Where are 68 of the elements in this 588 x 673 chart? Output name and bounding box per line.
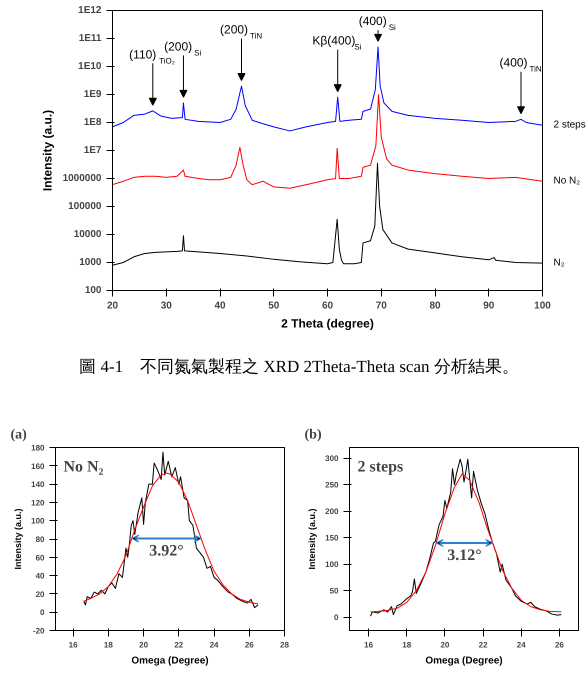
- x-tick-label: 24: [210, 640, 220, 650]
- y-tick-label: 100000: [68, 201, 102, 212]
- x-tick-label: 100: [534, 300, 552, 312]
- y-tick-label: 10000: [74, 229, 102, 240]
- x-tick-label: 30: [160, 300, 172, 312]
- series-label: 2 steps: [554, 120, 586, 131]
- y-tick-label: 180: [31, 444, 46, 452]
- y-axis-title: Intensity (a.u.): [307, 508, 318, 570]
- text: (b): [304, 428, 322, 442]
- x-tick-label: 20: [106, 300, 118, 312]
- y-tick-label: -20: [32, 626, 46, 636]
- x-tick-label: 28: [280, 640, 290, 650]
- y-tick-label: 1E9: [84, 89, 102, 100]
- y-tick-label: 100: [84, 285, 102, 296]
- y-tick-label: 20: [36, 590, 46, 599]
- y-tick-label: 140: [31, 480, 46, 490]
- caption: 圖 4-1 不同氮氣製程之 XRD 2Theta-Theta scan 分析結果。: [79, 356, 519, 378]
- annotation: 3.12°: [447, 546, 482, 564]
- annotation: 3.92°: [149, 542, 184, 560]
- x-axis-title: Omega (Degree): [131, 656, 209, 666]
- line-series: [83, 452, 259, 608]
- series-label: No N₂: [554, 176, 580, 187]
- x-tick-label: 22: [478, 640, 488, 650]
- x-tick-label: 20: [440, 640, 450, 650]
- y-tick-label: 300: [325, 454, 340, 464]
- y-tick-label: 60: [36, 553, 46, 562]
- x-tick-label: 24: [516, 640, 526, 650]
- x-tick-label: 16: [364, 640, 374, 650]
- x-tick-label: 90: [483, 300, 495, 312]
- y-tick-label: 120: [31, 498, 46, 508]
- x-tick-label: 40: [214, 300, 226, 312]
- x-tick-label: 70: [376, 300, 388, 312]
- x-tick-label: 50: [268, 300, 280, 312]
- y-tick-label: 0: [334, 613, 340, 622]
- x-tick-label: 16: [68, 640, 78, 650]
- line-series: [112, 94, 542, 189]
- y-tick-label: 100: [31, 516, 46, 526]
- x-tick-label: 26: [554, 640, 564, 650]
- y-axis-title: Intensity (a.u.): [13, 508, 24, 570]
- y-tick-label: 100: [325, 560, 340, 570]
- x-tick-label: 18: [104, 640, 114, 650]
- x-tick-label: 22: [174, 640, 184, 650]
- y-tick-label: 50: [330, 586, 340, 596]
- y-tick-label: 1E10: [78, 61, 102, 72]
- x-tick-label: 18: [402, 640, 412, 650]
- y-tick-label: 1000000: [62, 173, 102, 184]
- y-tick-label: 160: [31, 462, 46, 471]
- x-tick-label: 20: [139, 640, 149, 650]
- text: (a): [10, 428, 28, 442]
- y-tick-label: 250: [325, 480, 340, 490]
- x-tick-label: 26: [244, 640, 254, 650]
- y-tick-label: 1E11: [78, 33, 102, 44]
- x-axis-title: Omega (Degree): [425, 656, 503, 666]
- y-axis-title: Intensity (a.u.): [40, 110, 55, 192]
- series-label: N₂: [554, 258, 565, 269]
- y-tick-label: 150: [325, 534, 340, 543]
- y-tick-label: 80: [36, 535, 46, 544]
- x-tick-label: 80: [429, 300, 441, 312]
- y-tick-label: 1E8: [84, 117, 102, 128]
- x-axis-title: 2 Theta (degree): [281, 316, 374, 330]
- y-tick-label: 1E7: [84, 145, 102, 156]
- text: 2 steps: [358, 458, 404, 476]
- y-tick-label: 1E12: [78, 5, 102, 16]
- y-tick-label: 200: [325, 507, 340, 516]
- y-tick-label: 0: [40, 608, 46, 618]
- y-tick-label: 40: [36, 572, 46, 581]
- y-tick-label: 1000: [79, 257, 102, 268]
- text: No N₂: [64, 458, 104, 476]
